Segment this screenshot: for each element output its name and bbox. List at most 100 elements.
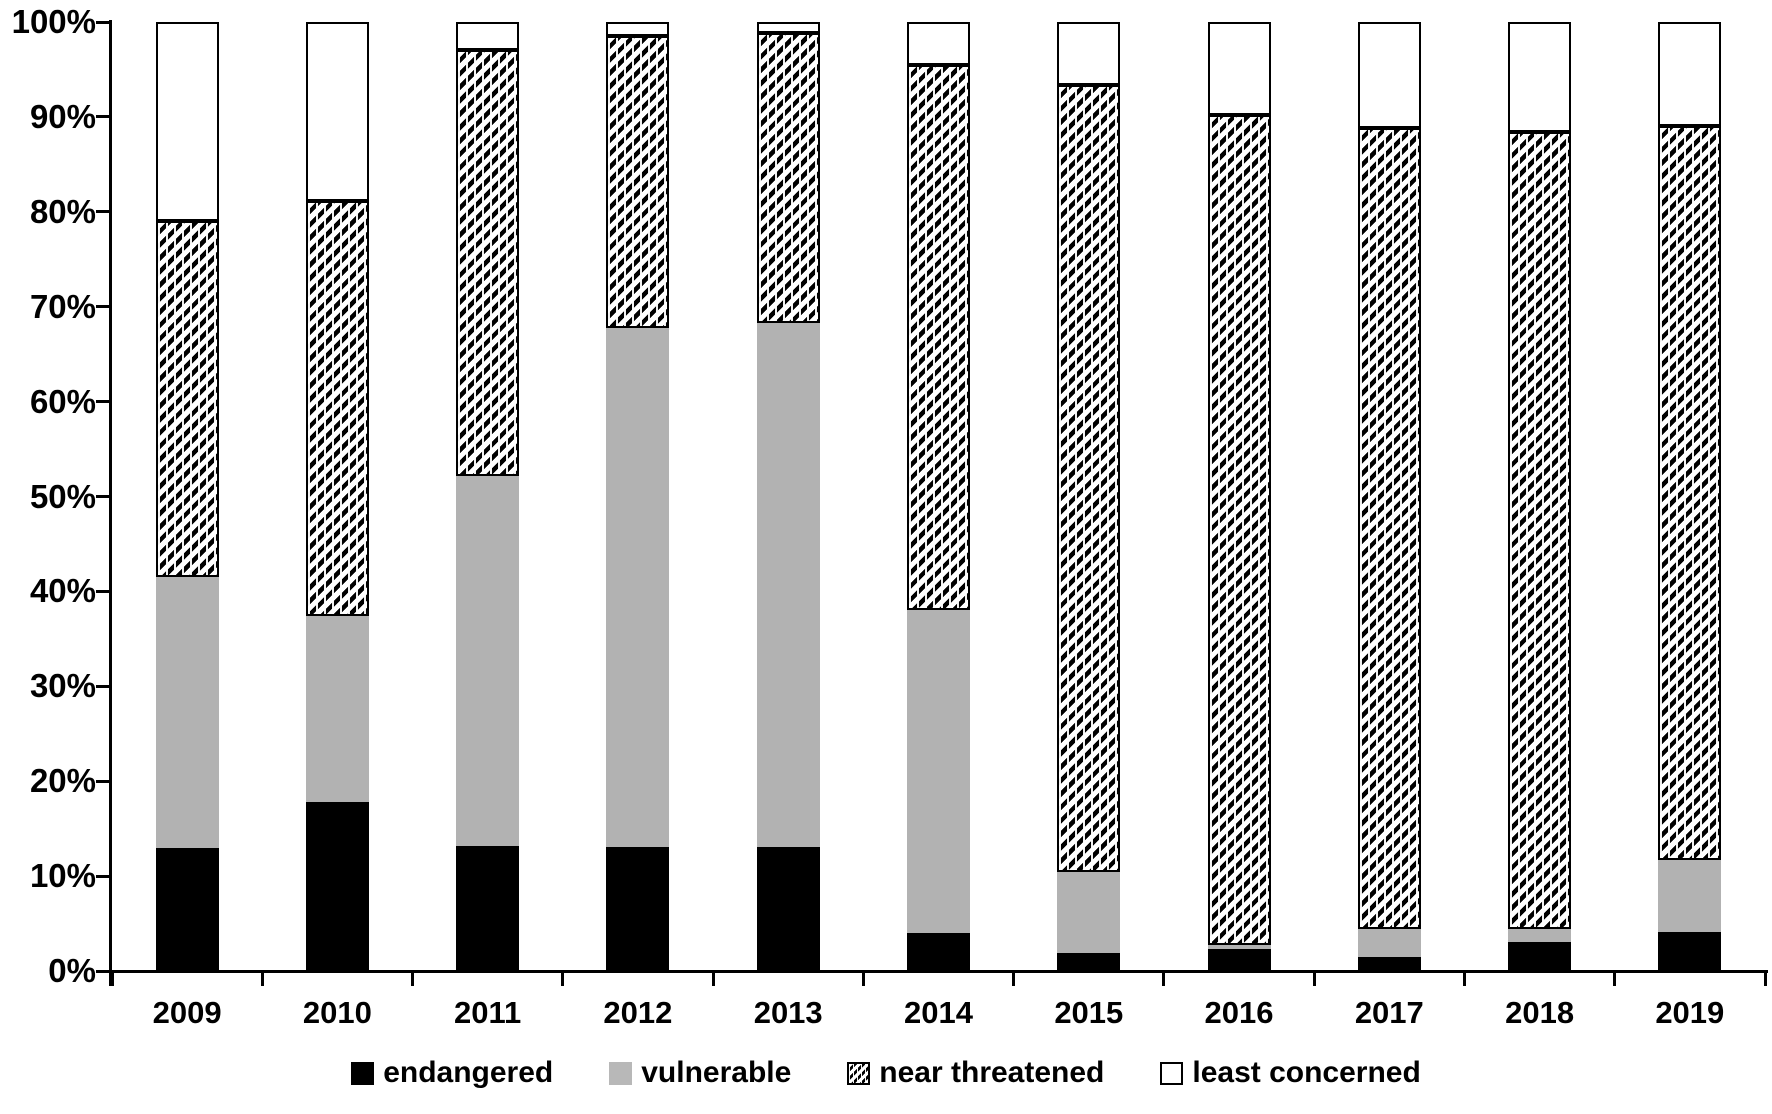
y-tick-40% — [96, 589, 112, 593]
legend-swatch-endangered — [351, 1061, 375, 1085]
segment-least-concerned-2010 — [305, 22, 369, 202]
segment-endangered-2013 — [756, 846, 820, 971]
bar-2010 — [305, 22, 369, 971]
x-category-label-2011: 2011 — [454, 995, 522, 1030]
legend-swatch-near-threatened — [847, 1061, 871, 1085]
y-tick-50% — [96, 495, 112, 498]
segment-near-threatened-2016 — [1207, 115, 1271, 946]
legend-label: near threatened — [879, 1056, 1105, 1089]
segment-near-threatened-2014 — [907, 64, 970, 611]
legend-item-least-concerned: least concerned — [1160, 1056, 1421, 1090]
segment-vulnerable-2015 — [1057, 872, 1121, 953]
segment-endangered-2009 — [155, 847, 219, 971]
segment-endangered-2019 — [1658, 932, 1722, 971]
segment-near-threatened-2010 — [305, 201, 369, 617]
segment-endangered-2011 — [456, 845, 520, 971]
x-tick — [1763, 973, 1767, 986]
x-tick — [1462, 973, 1466, 986]
bar-2013 — [756, 22, 820, 971]
y-tick-20% — [96, 779, 112, 783]
x-category-label-2014: 2014 — [904, 995, 973, 1030]
y-tick-label: 100% — [11, 3, 96, 40]
y-tick-label: 80% — [29, 192, 96, 230]
segment-near-threatened-2018 — [1508, 132, 1572, 930]
bar-2018 — [1508, 22, 1572, 971]
x-tick — [260, 973, 264, 986]
x-category-label-2018: 2018 — [1505, 995, 1575, 1030]
bar-2012 — [606, 22, 670, 971]
segment-vulnerable-2013 — [756, 322, 820, 847]
segment-least-concerned-2018 — [1508, 22, 1572, 133]
y-tick-label: 50% — [29, 477, 96, 515]
x-tick — [561, 973, 565, 986]
x-axis-line — [109, 970, 1768, 973]
legend-swatch-vulnerable — [609, 1061, 633, 1085]
y-tick-label: 40% — [29, 572, 96, 610]
segment-least-concerned-2016 — [1207, 22, 1271, 115]
segment-least-concerned-2012 — [606, 22, 670, 37]
legend-label: endangered — [383, 1056, 554, 1089]
x-category-label-2016: 2016 — [1204, 995, 1274, 1030]
x-tick — [1162, 973, 1166, 986]
segment-least-concerned-2011 — [456, 22, 520, 50]
bar-2019 — [1658, 22, 1722, 971]
segment-vulnerable-2012 — [606, 328, 670, 847]
x-tick — [1613, 973, 1617, 986]
segment-near-threatened-2015 — [1057, 84, 1121, 873]
segment-endangered-2012 — [606, 846, 670, 971]
x-category-label-2017: 2017 — [1354, 995, 1424, 1030]
segment-least-concerned-2015 — [1057, 22, 1121, 85]
y-tick-label: 30% — [29, 667, 96, 705]
segment-least-concerned-2014 — [907, 22, 970, 65]
y-tick-label: 90% — [29, 97, 96, 135]
y-tick-80% — [96, 210, 112, 214]
bar-2011 — [456, 22, 520, 971]
bar-2015 — [1057, 22, 1121, 971]
legend-item-vulnerable: vulnerable — [609, 1056, 791, 1090]
x-tick — [1012, 973, 1016, 986]
segment-endangered-2018 — [1508, 941, 1572, 971]
segment-near-threatened-2013 — [756, 33, 820, 323]
y-tick-label: 60% — [29, 382, 96, 420]
x-tick — [411, 973, 414, 986]
segment-least-concerned-2017 — [1357, 22, 1421, 129]
x-tick — [110, 973, 114, 986]
x-category-label-2015: 2015 — [1054, 995, 1124, 1030]
x-category-label-2009: 2009 — [152, 995, 222, 1030]
segment-vulnerable-2014 — [907, 610, 970, 934]
segment-least-concerned-2013 — [756, 22, 820, 34]
y-tick-60% — [96, 400, 112, 404]
segment-vulnerable-2010 — [305, 616, 369, 803]
segment-near-threatened-2019 — [1658, 126, 1722, 860]
segment-endangered-2010 — [305, 802, 369, 971]
y-tick-label: 0% — [48, 952, 96, 989]
legend-swatch-least-concerned — [1160, 1061, 1184, 1085]
y-tick-30% — [96, 684, 112, 688]
segment-near-threatened-2017 — [1357, 128, 1421, 930]
segment-endangered-2014 — [907, 933, 970, 972]
segment-endangered-2017 — [1357, 956, 1421, 971]
segment-near-threatened-2011 — [456, 49, 520, 476]
y-tick-100% — [96, 20, 112, 24]
legend-label: vulnerable — [641, 1056, 792, 1089]
legend-item-near-threatened: near threatened — [847, 1056, 1104, 1090]
y-tick-10% — [96, 874, 112, 878]
bar-2009 — [155, 22, 219, 971]
y-tick-label: 70% — [29, 287, 96, 325]
y-axis-line — [109, 20, 112, 986]
legend-item-endangered: endangered — [351, 1056, 553, 1090]
y-tick-label: 10% — [29, 857, 96, 895]
segment-least-concerned-2009 — [155, 22, 219, 222]
legend: endangered vulnerable near threatened least… — [0, 1056, 1772, 1090]
x-category-label-2012: 2012 — [603, 995, 673, 1030]
bar-2017 — [1357, 22, 1421, 971]
y-tick-label: 20% — [29, 762, 96, 800]
x-category-label-2010: 2010 — [302, 995, 372, 1030]
x-category-label-2019: 2019 — [1655, 995, 1725, 1030]
segment-vulnerable-2011 — [456, 475, 520, 846]
x-tick — [1312, 973, 1316, 986]
segment-near-threatened-2012 — [606, 36, 670, 329]
segment-vulnerable-2017 — [1357, 929, 1421, 957]
x-tick — [861, 973, 865, 986]
